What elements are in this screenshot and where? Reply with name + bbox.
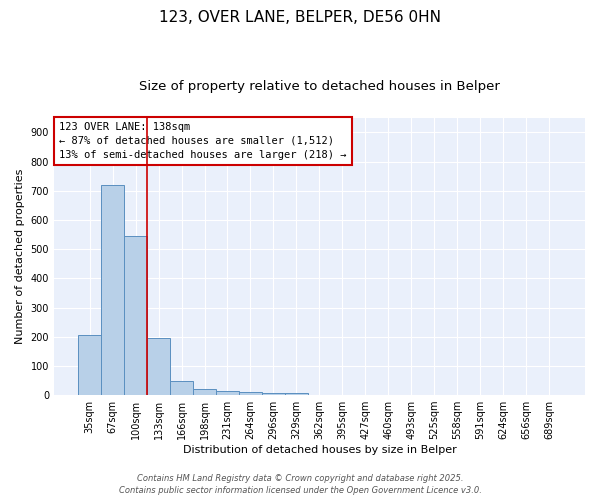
Title: Size of property relative to detached houses in Belper: Size of property relative to detached ho… (139, 80, 500, 93)
X-axis label: Distribution of detached houses by size in Belper: Distribution of detached houses by size … (182, 445, 457, 455)
Bar (239, 392, 262, 395)
Bar (285, 393, 308, 395)
Bar (262, 392, 285, 395)
Bar (216, 391, 239, 395)
Bar (78, 335, 101, 395)
Bar (193, 389, 216, 395)
Text: 123 OVER LANE: 138sqm
← 87% of detached houses are smaller (1,512)
13% of semi-d: 123 OVER LANE: 138sqm ← 87% of detached … (59, 122, 347, 160)
Bar (101, 185, 124, 395)
Bar (170, 382, 193, 395)
Bar (147, 338, 170, 395)
Y-axis label: Number of detached properties: Number of detached properties (15, 168, 25, 344)
Text: Contains HM Land Registry data © Crown copyright and database right 2025.
Contai: Contains HM Land Registry data © Crown c… (119, 474, 481, 495)
Bar (124, 236, 147, 395)
Text: 123, OVER LANE, BELPER, DE56 0HN: 123, OVER LANE, BELPER, DE56 0HN (159, 10, 441, 25)
